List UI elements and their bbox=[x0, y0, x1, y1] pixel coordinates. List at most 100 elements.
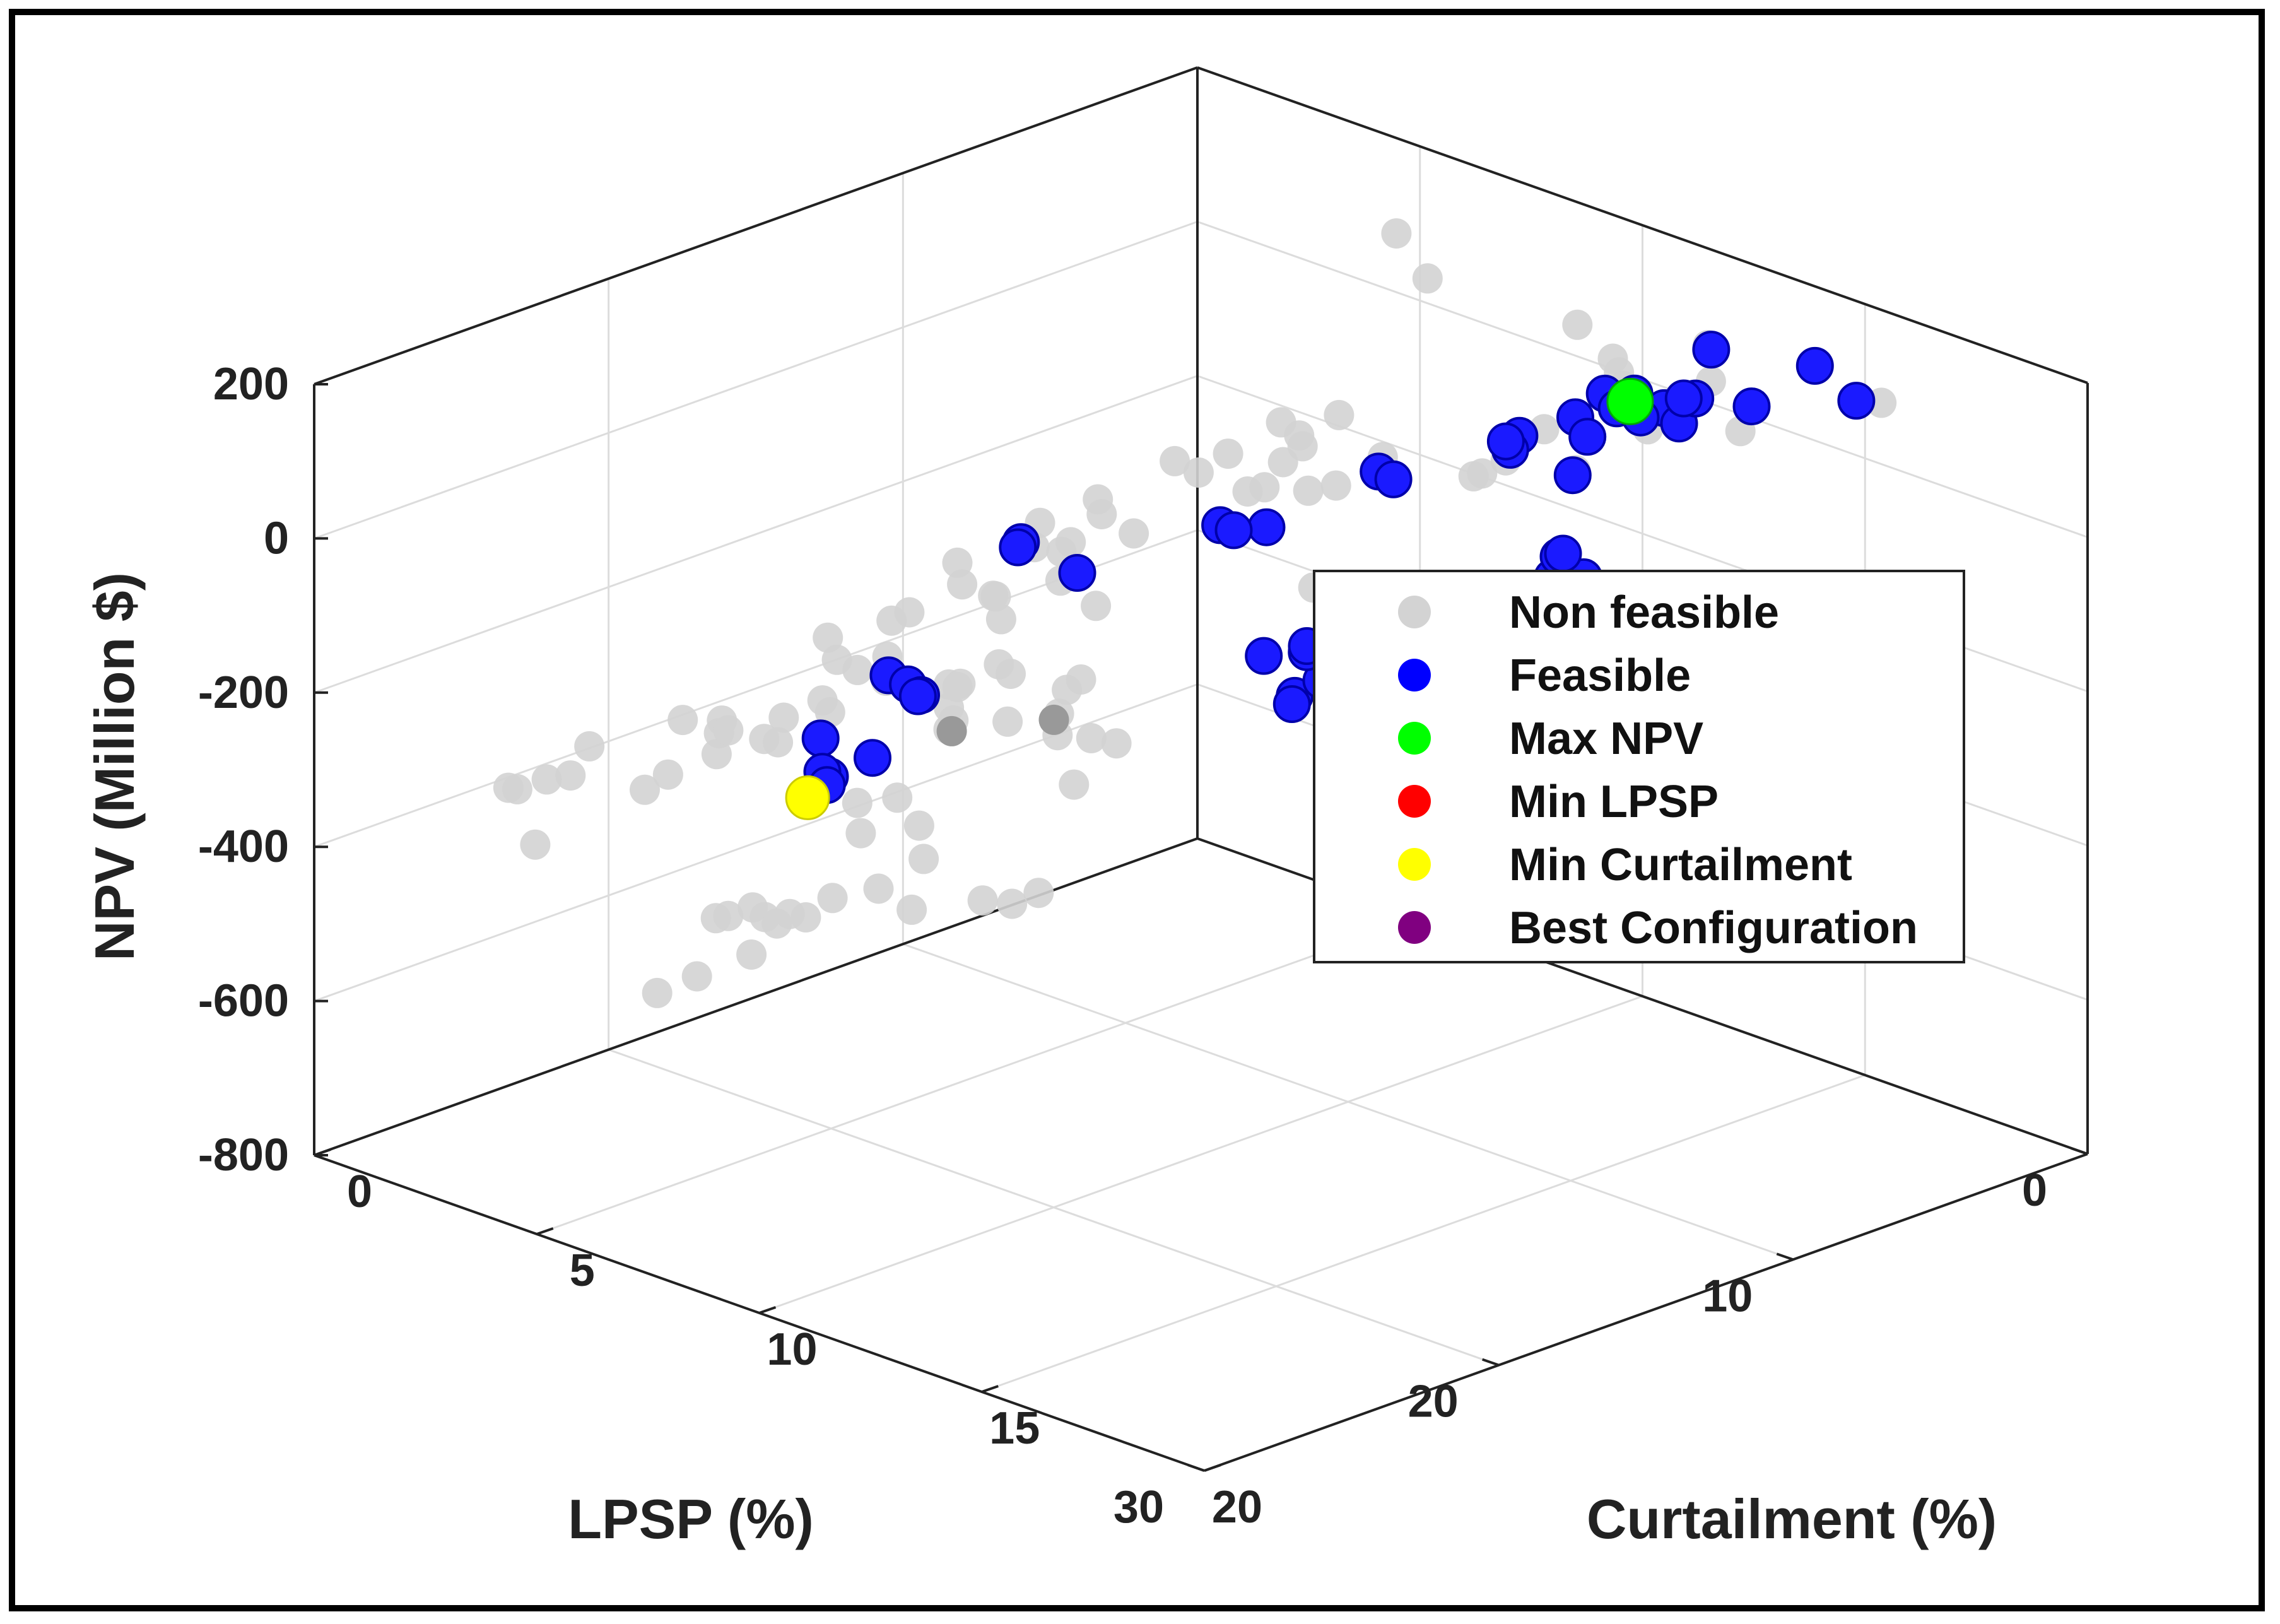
point-non-feasible bbox=[790, 902, 821, 933]
x-tick-label: 20 bbox=[1408, 1377, 1459, 1427]
x-tick-mark bbox=[1187, 1464, 1205, 1472]
point-feasible bbox=[801, 719, 840, 758]
point-non-feasible bbox=[842, 787, 873, 818]
point-non-feasible bbox=[876, 605, 907, 636]
point-non-feasible bbox=[967, 885, 998, 916]
point-feasible bbox=[1247, 508, 1286, 546]
y-tick-label: 15 bbox=[989, 1403, 1040, 1454]
point-non-feasible bbox=[652, 759, 683, 790]
point-non-feasible bbox=[985, 604, 1016, 635]
point-non-feasible bbox=[713, 900, 744, 931]
point-non-feasible bbox=[1160, 445, 1190, 476]
z-tick-label: 0 bbox=[264, 513, 289, 563]
y-tick-mark bbox=[981, 1385, 999, 1393]
axis-box bbox=[313, 66, 2089, 1472]
z-tick-label: -600 bbox=[198, 976, 289, 1027]
point-non-feasible bbox=[1284, 420, 1315, 451]
axis-box-edge bbox=[314, 66, 1198, 385]
point-non-feasible bbox=[1076, 723, 1107, 753]
legend-marker bbox=[1398, 911, 1431, 944]
point-non-feasible bbox=[1059, 769, 1090, 800]
y-tick-label: 20 bbox=[1212, 1482, 1262, 1533]
point-non-feasible bbox=[1213, 438, 1243, 469]
grid-line-y-floor bbox=[981, 1074, 1866, 1393]
point-feasible bbox=[1544, 534, 1582, 573]
z-tick-label: -400 bbox=[198, 821, 289, 872]
point-max-npv bbox=[1606, 377, 1654, 425]
point-non-feasible bbox=[1381, 218, 1412, 249]
z-tick-label: -800 bbox=[198, 1130, 289, 1180]
point-feasible bbox=[854, 739, 891, 777]
legend-marker bbox=[1398, 659, 1431, 691]
point-non-feasible-dark bbox=[936, 715, 967, 746]
point-non-feasible bbox=[493, 772, 524, 803]
point-non-feasible bbox=[555, 760, 586, 791]
grid-line-z-left bbox=[314, 375, 1198, 694]
y-tick-label: 0 bbox=[347, 1167, 372, 1217]
point-feasible bbox=[1568, 418, 1607, 456]
point-non-feasible bbox=[642, 977, 673, 1008]
point-feasible bbox=[1374, 460, 1413, 498]
point-feasible bbox=[1272, 685, 1311, 723]
point-non-feasible bbox=[821, 644, 852, 675]
point-non-feasible bbox=[1293, 475, 1324, 506]
point-feasible bbox=[1795, 346, 1834, 385]
point-non-feasible bbox=[942, 671, 973, 702]
point-non-feasible bbox=[896, 894, 927, 925]
grid-line-y-floor bbox=[536, 916, 1421, 1235]
legend-label: Best Configuration bbox=[1509, 903, 1918, 953]
point-non-feasible bbox=[520, 829, 551, 860]
point-non-feasible bbox=[1412, 263, 1443, 294]
legend: Non feasible Feasible Max NPV Min LPSP Min C… bbox=[1313, 570, 1965, 963]
z-axis-title: NPV (Million $) bbox=[83, 572, 146, 961]
y-tick-mark bbox=[758, 1306, 777, 1314]
point-non-feasible bbox=[763, 727, 794, 758]
point-non-feasible bbox=[992, 706, 1023, 737]
point-non-feasible bbox=[1066, 664, 1096, 695]
point-non-feasible bbox=[908, 844, 939, 874]
point-non-feasible bbox=[1086, 499, 1117, 529]
point-non-feasible bbox=[736, 939, 767, 970]
point-feasible bbox=[1214, 511, 1253, 550]
point-feasible bbox=[999, 528, 1037, 567]
point-non-feasible bbox=[761, 908, 792, 939]
point-non-feasible bbox=[630, 774, 660, 805]
point-non-feasible bbox=[980, 581, 1011, 612]
point-min-curtailment bbox=[785, 775, 830, 820]
y-tick-label: 10 bbox=[767, 1324, 817, 1375]
point-non-feasible bbox=[713, 715, 744, 746]
axis-box-edge bbox=[1197, 66, 2088, 384]
point-non-feasible bbox=[1055, 527, 1086, 558]
point-non-feasible bbox=[1320, 470, 1351, 501]
point-non-feasible bbox=[1232, 476, 1263, 507]
point-non-feasible bbox=[984, 649, 1014, 680]
point-non-feasible bbox=[574, 731, 605, 762]
legend-marker bbox=[1398, 848, 1431, 881]
grid-line-y-floor bbox=[758, 995, 1643, 1314]
x-tick-mark bbox=[1482, 1358, 1500, 1367]
legend-box bbox=[1313, 570, 1965, 963]
point-feasible bbox=[1837, 382, 1876, 420]
point-non-feasible bbox=[1119, 518, 1149, 549]
point-non-feasible bbox=[1183, 457, 1214, 488]
axis-box-edge bbox=[314, 837, 1198, 1156]
point-non-feasible bbox=[845, 818, 876, 849]
x-tick-label: 10 bbox=[1702, 1271, 1753, 1321]
point-non-feasible bbox=[1081, 591, 1112, 621]
y-tick-mark bbox=[536, 1227, 554, 1235]
point-feasible bbox=[1732, 387, 1771, 426]
point-non-feasible bbox=[737, 892, 768, 923]
point-non-feasible bbox=[1267, 447, 1298, 478]
point-feasible bbox=[1486, 422, 1525, 461]
point-non-feasible bbox=[942, 547, 973, 578]
point-non-feasible bbox=[531, 764, 562, 795]
grid-line-z-left bbox=[314, 220, 1198, 539]
legend-label: Feasible bbox=[1509, 650, 1691, 701]
legend-label: Min LPSP bbox=[1509, 777, 1719, 827]
point-feasible bbox=[1664, 379, 1703, 418]
x-tick-label: 30 bbox=[1114, 1482, 1164, 1533]
point-non-feasible bbox=[1101, 728, 1132, 759]
legend-label: Non feasible bbox=[1509, 587, 1779, 638]
point-non-feasible bbox=[768, 702, 799, 733]
